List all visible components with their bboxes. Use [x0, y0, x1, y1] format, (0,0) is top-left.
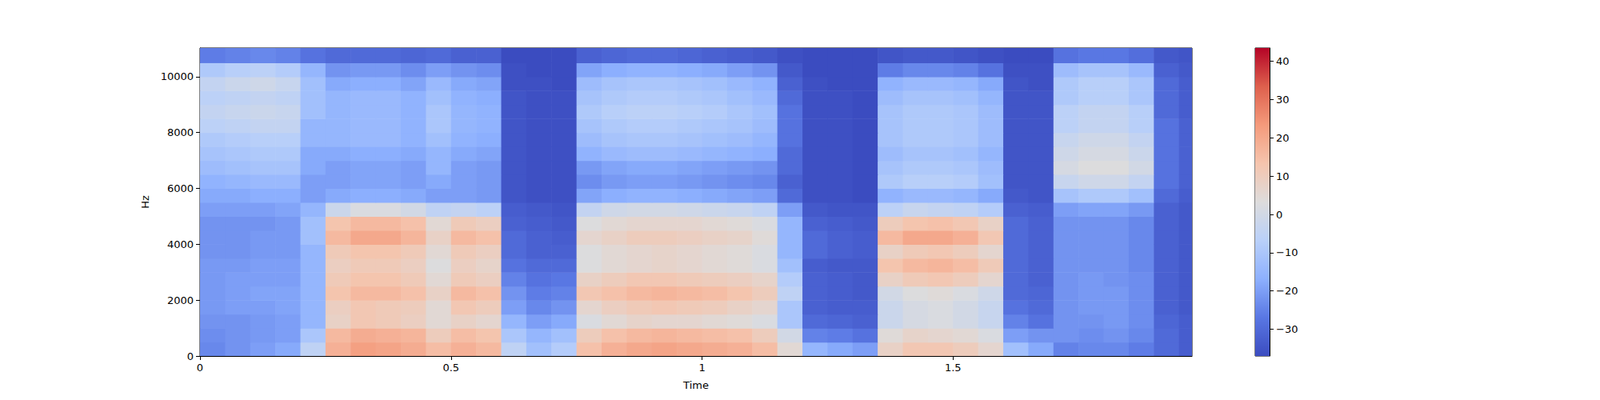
svg-text:30: 30 [1276, 93, 1290, 106]
svg-text:10: 10 [1276, 170, 1290, 183]
svg-text:4000: 4000 [167, 238, 194, 251]
svg-text:1: 1 [698, 361, 705, 374]
svg-text:6000: 6000 [167, 182, 194, 195]
svg-text:1.5: 1.5 [944, 361, 962, 374]
svg-text:0.5: 0.5 [442, 361, 460, 374]
svg-text:−20: −20 [1276, 284, 1298, 297]
svg-text:0: 0 [196, 361, 204, 374]
svg-text:0: 0 [187, 350, 194, 363]
svg-text:40: 40 [1276, 55, 1290, 68]
svg-text:Hz: Hz [139, 195, 152, 209]
svg-text:8000: 8000 [167, 126, 194, 139]
svg-text:−30: −30 [1276, 323, 1298, 336]
svg-text:2000: 2000 [167, 294, 194, 307]
svg-text:20: 20 [1276, 132, 1290, 144]
svg-text:0: 0 [1276, 208, 1283, 221]
svg-text:−10: −10 [1276, 246, 1298, 259]
svg-text:10000: 10000 [160, 70, 194, 83]
svg-text:Time: Time [682, 379, 709, 392]
